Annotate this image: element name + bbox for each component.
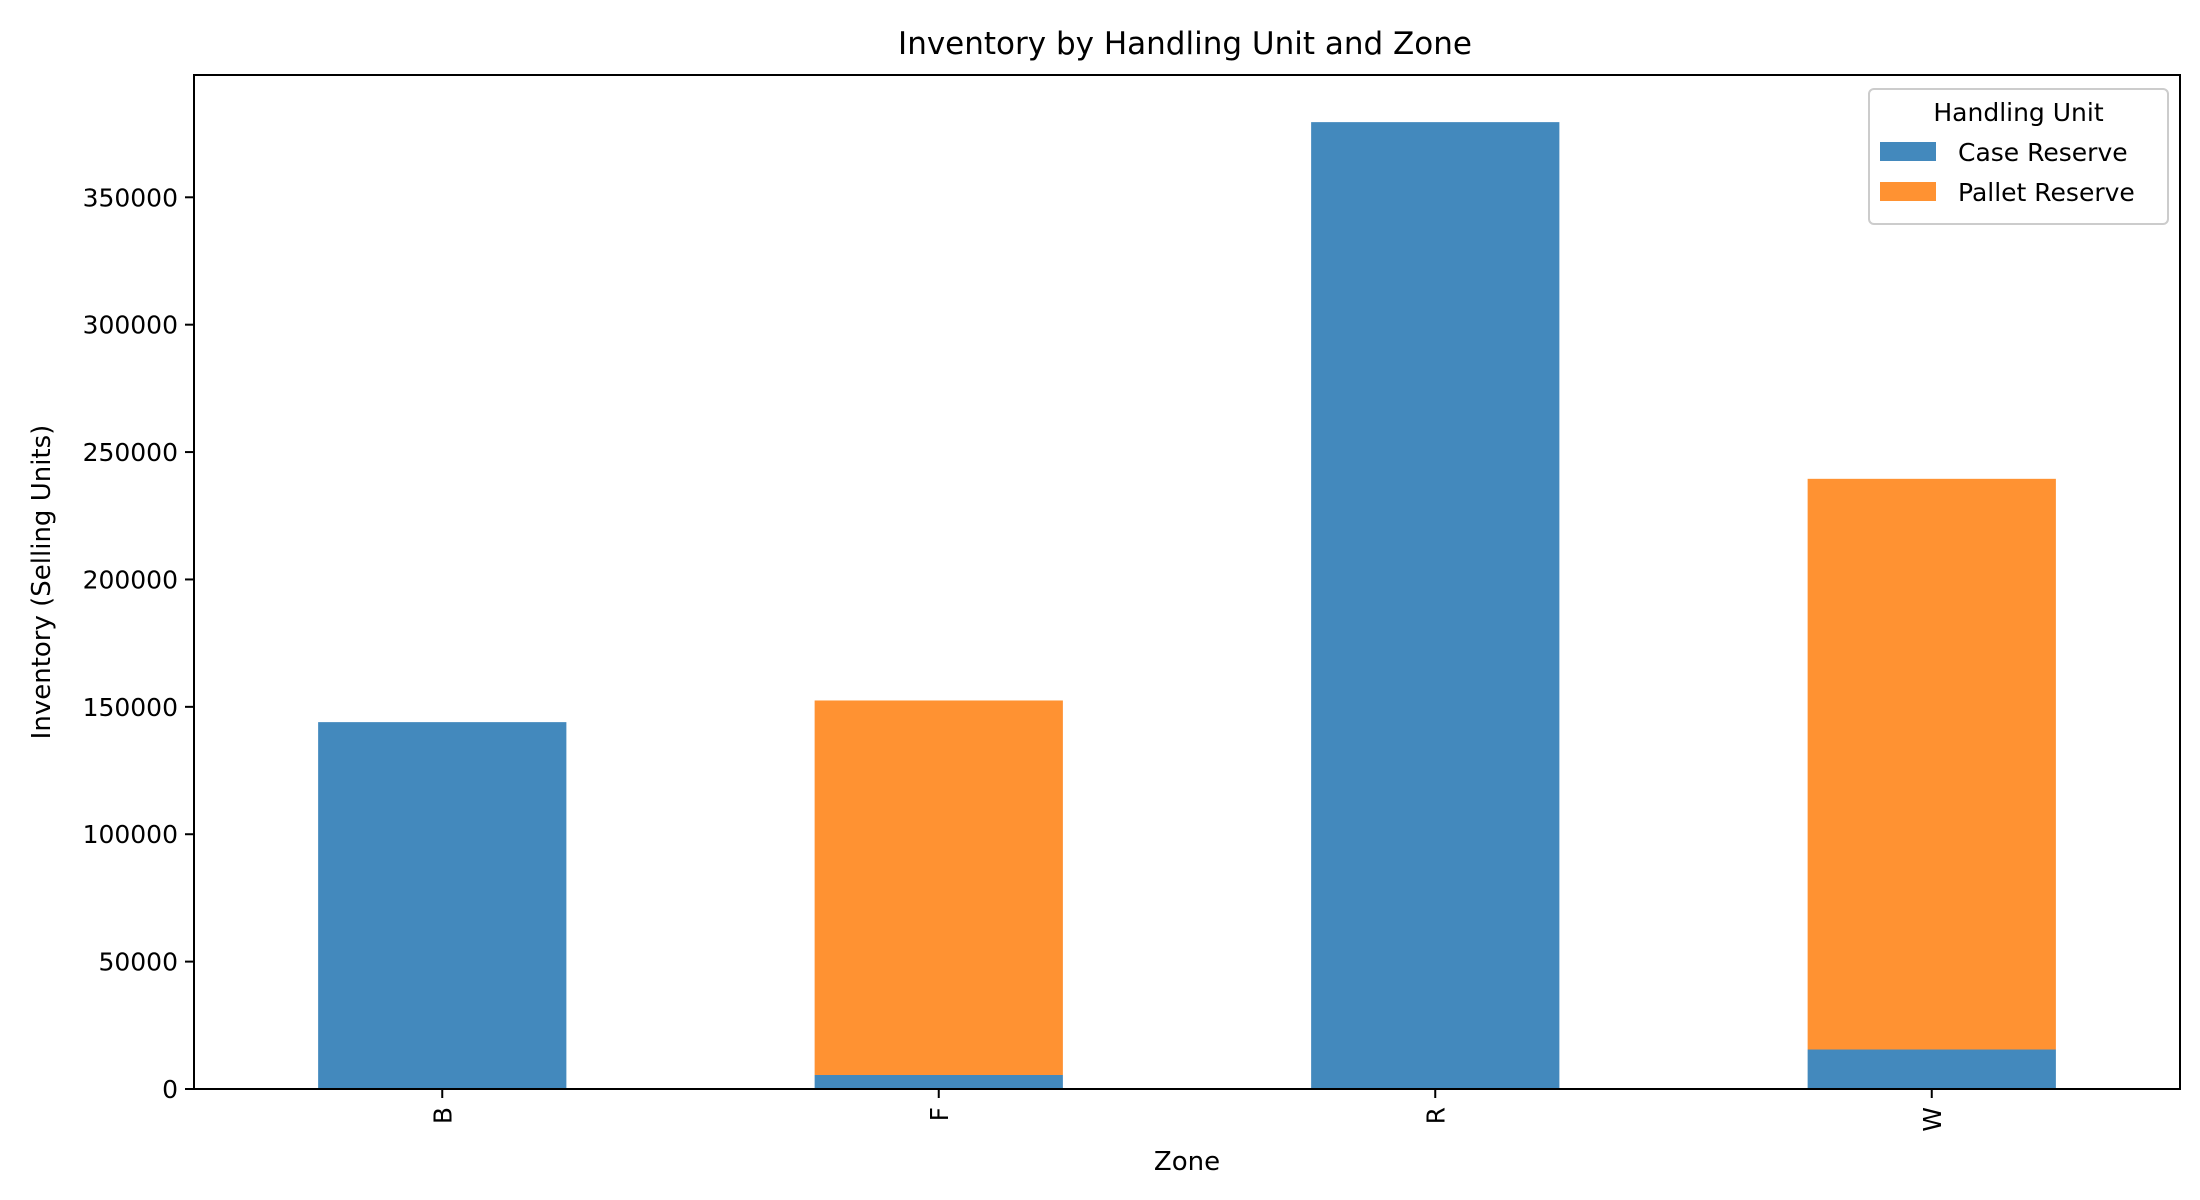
y-tick-label: 50000 [98, 948, 178, 977]
x-tick-label-f: F [925, 1107, 954, 1121]
y-tick-label: 350000 [83, 183, 178, 212]
x-axis-label: Zone [1154, 1147, 1220, 1177]
bar-r-case-reserve [1311, 122, 1560, 1089]
legend-label-case-reserve: Case Reserve [1958, 138, 2128, 167]
x-tick-label-w: W [1918, 1107, 1947, 1132]
y-tick-label: 0 [162, 1075, 178, 1104]
legend-label-pallet-reserve: Pallet Reserve [1958, 178, 2135, 207]
bar-f-case-reserve [814, 1074, 1063, 1089]
bar-b-case-reserve [318, 722, 567, 1089]
y-axis-label: Inventory (Selling Units) [27, 425, 57, 740]
legend-swatch-case-reserve [1880, 142, 1936, 161]
y-tick-label: 300000 [83, 311, 178, 340]
y-tick-label: 150000 [83, 693, 178, 722]
x-tick-label-r: R [1421, 1107, 1450, 1124]
legend: Handling Unit Case Reserve Pallet Reserve [1868, 88, 2169, 225]
bar-w-case-reserve [1807, 1049, 2056, 1089]
legend-swatch-pallet-reserve [1880, 182, 1936, 201]
legend-frame [1868, 88, 2169, 225]
x-tick-label-b: B [428, 1107, 457, 1124]
y-tick-label: 100000 [83, 820, 178, 849]
legend-title: Handling Unit [1933, 98, 2103, 127]
bars-layer [318, 122, 2056, 1089]
bar-f-pallet-reserve [814, 700, 1063, 1075]
plot-area-frame [193, 74, 2181, 1090]
y-tick-label: 250000 [83, 438, 178, 467]
chart-title: Inventory by Handling Unit and Zone [898, 26, 1472, 62]
y-tick-label: 200000 [83, 565, 178, 594]
bar-w-pallet-reserve [1807, 478, 2056, 1050]
y-axis: 0 50000 100000 150000 200000 250000 300000 3500… [83, 183, 194, 1104]
